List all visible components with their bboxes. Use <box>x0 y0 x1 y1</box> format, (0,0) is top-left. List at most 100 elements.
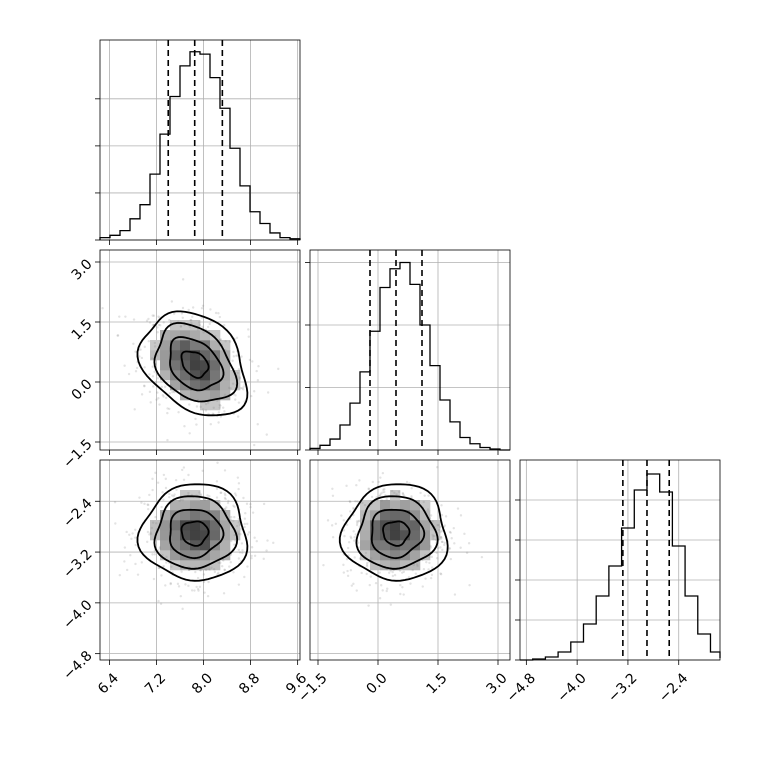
sample-point <box>379 492 383 495</box>
sample-point <box>168 407 171 411</box>
sample-point <box>380 499 384 502</box>
contour-level-1 <box>169 508 225 560</box>
sample-point <box>414 572 418 575</box>
sample-point <box>245 502 249 506</box>
sample-point <box>188 403 191 406</box>
sample-point <box>419 491 422 495</box>
density-cell <box>210 370 221 381</box>
density-cell <box>150 520 161 531</box>
density-cell <box>360 540 371 551</box>
sample-point <box>428 555 431 559</box>
density-cell <box>200 540 211 551</box>
sample-point <box>233 543 236 546</box>
sample-point <box>223 507 226 511</box>
sample-point <box>140 501 143 504</box>
sample-point <box>237 487 240 491</box>
sample-point <box>355 520 359 523</box>
sample-point <box>159 324 162 327</box>
sample-point <box>198 321 201 324</box>
density-cell <box>430 520 441 531</box>
sample-point <box>180 570 183 573</box>
density-cell <box>380 540 391 551</box>
density-cell <box>190 320 201 331</box>
sample-point <box>248 531 251 534</box>
sample-point <box>161 491 164 494</box>
density-cell <box>220 540 231 551</box>
sample-point <box>480 555 484 559</box>
sample-point <box>334 522 338 525</box>
sample-point <box>436 557 439 560</box>
density-cell <box>210 510 221 521</box>
sample-point <box>436 465 439 469</box>
sample-point <box>168 495 171 499</box>
sample-point <box>342 529 346 532</box>
sample-point <box>166 438 169 442</box>
sample-point <box>194 417 197 421</box>
sample-point <box>352 530 355 533</box>
density-cell <box>170 380 181 391</box>
sample-point <box>203 498 206 502</box>
sample-point <box>218 315 222 319</box>
sample-point <box>249 394 253 398</box>
sample-point <box>232 355 236 358</box>
sample-point <box>388 571 391 574</box>
sample-point <box>331 494 335 497</box>
sample-point <box>168 318 171 322</box>
density-cell <box>370 540 381 551</box>
sample-point <box>421 585 424 588</box>
density-cell <box>170 540 181 551</box>
sample-point <box>138 355 141 358</box>
sample-point <box>134 370 138 373</box>
sample-point <box>262 502 266 506</box>
sample-point <box>239 527 243 531</box>
sample-point <box>151 477 154 481</box>
sample-point <box>331 535 335 539</box>
sample-point <box>386 587 389 590</box>
density-cell <box>370 550 381 561</box>
sample-point <box>367 487 370 490</box>
sample-point <box>207 580 210 584</box>
density-cell <box>420 540 431 551</box>
sample-point <box>249 505 252 509</box>
sample-point <box>171 390 174 394</box>
sample-point <box>407 576 411 579</box>
sample-point <box>150 526 154 530</box>
density-cell <box>170 360 181 371</box>
sample-point <box>402 593 405 596</box>
contour-level-1 <box>370 508 426 560</box>
sample-point <box>353 556 356 559</box>
x-tick-label: 0.0 <box>364 670 391 697</box>
density-cell <box>200 390 211 401</box>
sample-point <box>200 307 204 310</box>
sample-point <box>151 314 154 317</box>
sample-point <box>415 563 419 566</box>
sample-point <box>202 331 205 334</box>
sample-point <box>423 494 426 497</box>
sample-point <box>158 547 162 550</box>
sample-point <box>349 568 353 572</box>
sample-point <box>238 523 242 526</box>
sample-point <box>425 560 428 564</box>
sample-point <box>178 499 181 503</box>
sample-point <box>181 498 185 502</box>
density-cell <box>190 350 201 361</box>
density-cell <box>170 500 181 511</box>
sample-point <box>138 496 141 499</box>
sample-point <box>176 582 180 586</box>
density-cell <box>160 550 171 561</box>
sample-point <box>443 541 446 545</box>
sample-point <box>182 478 186 481</box>
sample-point <box>239 533 242 536</box>
x-tick-label: −4.8 <box>504 670 539 705</box>
density-cell <box>230 530 241 541</box>
sample-point <box>247 328 250 331</box>
histogram-param-0 <box>99 51 301 240</box>
sample-point <box>352 582 355 586</box>
density-cell <box>210 530 221 541</box>
sample-point <box>440 540 444 544</box>
sample-point <box>391 574 395 578</box>
sample-point <box>219 338 223 341</box>
sample-point <box>180 468 184 472</box>
sample-point <box>123 364 126 367</box>
sample-point <box>157 566 161 570</box>
